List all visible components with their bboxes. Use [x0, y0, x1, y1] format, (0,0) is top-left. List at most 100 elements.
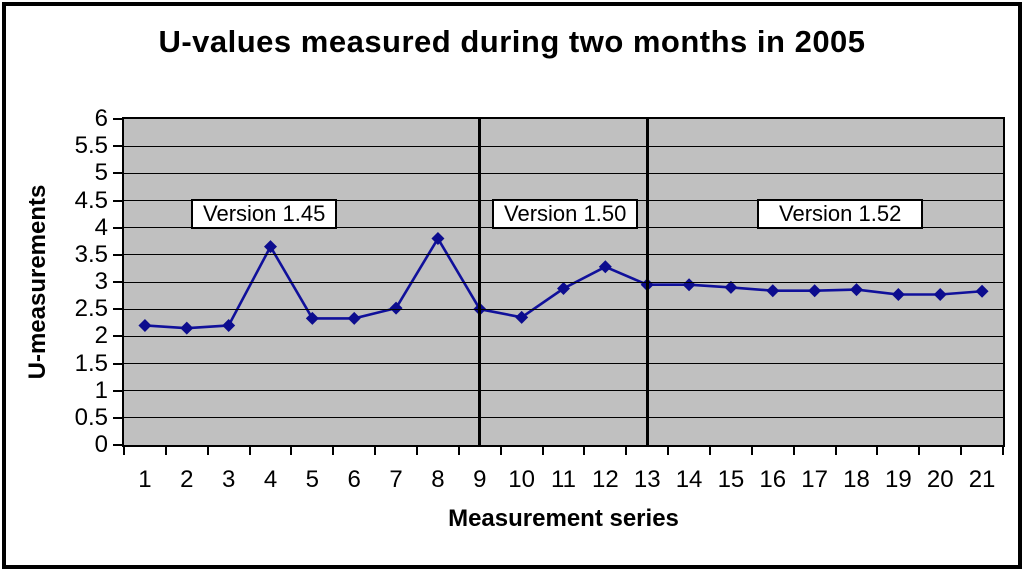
x-tick-label: 4: [263, 466, 278, 493]
data-point: [431, 232, 445, 246]
x-tick-label: 21: [968, 466, 996, 493]
x-axis-tick: [1002, 447, 1004, 455]
x-axis-tick: [583, 447, 586, 455]
gridline: [124, 308, 1003, 310]
x-axis-tick: [457, 447, 460, 455]
data-point: [850, 283, 863, 297]
data-point: [598, 260, 612, 274]
x-tick-label: 6: [347, 466, 361, 493]
y-axis-tick: [113, 416, 122, 419]
data-point: [389, 301, 403, 315]
version-divider-line: [478, 119, 482, 445]
x-tick-label: 8: [431, 466, 445, 493]
x-tick-label: 7: [389, 466, 403, 493]
x-axis-tick: [164, 447, 167, 455]
data-series-layer: [138, 232, 989, 335]
data-point: [682, 278, 696, 292]
plot-area: Version 1.45 Version 1.50 Version 1.52: [122, 117, 1005, 447]
y-axis-tick: [113, 118, 122, 120]
data-point: [305, 311, 319, 325]
y-tick-label: 5.5: [74, 132, 108, 160]
x-axis-tick: [541, 447, 544, 455]
y-tick-label: 5: [94, 159, 108, 187]
y-axis-tick: [113, 172, 122, 175]
y-tick-label: 3.5: [74, 240, 108, 268]
y-axis-tick: [113, 253, 122, 256]
x-tick-label: 16: [759, 466, 787, 493]
x-axis-tick: [123, 447, 125, 455]
y-tick-label: 0.5: [74, 403, 108, 431]
version-divider-line: [645, 119, 649, 445]
data-point: [264, 240, 277, 254]
data-point: [138, 318, 152, 332]
data-point: [515, 310, 529, 324]
data-point: [766, 284, 780, 298]
gridline: [124, 363, 1003, 364]
gridline: [124, 200, 1003, 201]
y-tick-label: 4: [94, 213, 108, 241]
data-point: [975, 284, 989, 298]
gridline: [124, 390, 1003, 392]
y-axis-tick: [113, 199, 122, 202]
gridline: [124, 417, 1003, 419]
x-axis-tick: [667, 447, 670, 455]
x-tick-label: 1: [138, 466, 152, 493]
y-axis-tick: [113, 145, 122, 148]
x-axis-tick: [709, 447, 711, 455]
gridline: [124, 145, 1003, 147]
x-axis-tick: [332, 447, 335, 455]
x-axis-tick: [876, 447, 879, 455]
y-tick-label: 2.5: [74, 295, 108, 323]
y-tick-label: 1: [94, 376, 108, 404]
x-tick-label: 3: [221, 466, 236, 493]
x-axis-tick: [374, 447, 377, 455]
x-tick-label: 10: [508, 466, 535, 493]
gridline: [124, 172, 1003, 174]
x-axis-tick: [290, 447, 293, 455]
x-tick-label: 20: [926, 466, 954, 493]
data-point: [724, 280, 738, 294]
x-axis-tick: [206, 447, 209, 455]
x-tick-label: 9: [473, 466, 487, 493]
data-point: [180, 321, 194, 335]
y-axis-tick: [113, 444, 122, 446]
data-point: [347, 311, 361, 325]
x-tick-label: 18: [843, 466, 870, 493]
x-axis-tick: [248, 447, 251, 455]
y-tick-label: 6: [94, 105, 108, 132]
data-point: [222, 318, 236, 332]
x-axis-tick: [918, 447, 921, 455]
x-axis-tick: [416, 447, 418, 455]
x-tick-label: 19: [884, 466, 912, 493]
data-point: [557, 282, 570, 296]
x-tick-label: 2: [180, 466, 194, 493]
gridline: [124, 281, 1003, 283]
x-axis-title: Measurement series: [448, 505, 679, 532]
x-axis-tick: [625, 447, 628, 455]
x-axis-tick: [792, 447, 795, 455]
x-tick-label: 5: [305, 466, 320, 493]
data-point: [808, 284, 822, 298]
gridline: [124, 335, 1003, 337]
version-annotation-1: Version 1.45: [191, 199, 338, 229]
x-tick-label: 13: [633, 466, 661, 493]
y-tick-label: 3: [94, 268, 108, 295]
y-axis-tick: [113, 389, 122, 392]
x-axis-tick: [499, 447, 502, 455]
chart-title: U-values measured during two months in 2…: [158, 24, 866, 59]
x-tick-label: 17: [801, 466, 828, 493]
y-tick-label: 0: [94, 431, 108, 458]
y-tick-label: 1.5: [74, 349, 108, 377]
gridline: [124, 227, 1003, 229]
y-tick-label: 4.5: [74, 186, 108, 214]
x-tick-label: 15: [717, 466, 745, 493]
data-point: [933, 287, 947, 301]
gridline: [124, 254, 1003, 256]
data-point: [891, 287, 905, 301]
version-annotation-3: Version 1.52: [757, 199, 924, 229]
y-axis-tick: [113, 308, 122, 311]
x-tick-label: 14: [675, 466, 703, 493]
x-axis-tick: [750, 447, 753, 455]
y-axis-tick: [113, 335, 122, 338]
y-tick-label: 2: [94, 322, 108, 350]
